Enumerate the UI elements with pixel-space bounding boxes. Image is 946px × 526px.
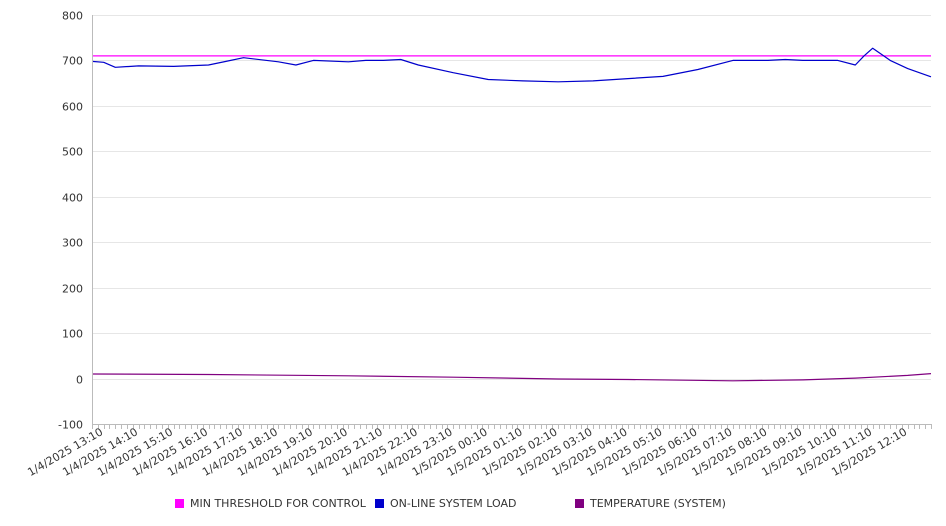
y-axis-ticks: 800 700 600 500 400 300 200 100 0 -100 <box>58 10 83 432</box>
series-line-2 <box>91 373 932 382</box>
y-tick-label: 300 <box>62 237 83 250</box>
legend: MIN THRESHOLD FOR CONTROL ON-LINE SYSTEM… <box>0 497 946 515</box>
legend-swatch-temperature <box>575 499 584 508</box>
y-tick-label: 200 <box>62 283 83 296</box>
legend-item-temperature: TEMPERATURE (SYSTEM) <box>575 497 726 510</box>
y-tick-label: 700 <box>62 55 83 68</box>
y-tick-label: -100 <box>58 419 83 432</box>
legend-swatch-system-load <box>375 499 384 508</box>
gridlines <box>92 15 931 425</box>
legend-item-min-threshold: MIN THRESHOLD FOR CONTROL <box>175 497 366 510</box>
x-axis-ticks: 1/4/2025 13:101/4/2025 14:101/4/2025 15:… <box>25 425 909 479</box>
legend-item-system-load: ON-LINE SYSTEM LOAD <box>375 497 516 510</box>
y-tick-label: 100 <box>62 328 83 341</box>
legend-label-temperature: TEMPERATURE (SYSTEM) <box>590 497 726 510</box>
series-line-1 <box>91 47 932 83</box>
axes <box>92 15 932 429</box>
y-tick-label: 600 <box>62 101 83 114</box>
y-tick-label: 400 <box>62 192 83 205</box>
y-tick-label: 500 <box>62 146 83 159</box>
legend-label-system-load: ON-LINE SYSTEM LOAD <box>390 497 517 510</box>
series-lines <box>91 47 932 382</box>
legend-swatch-min-threshold <box>175 499 184 508</box>
y-tick-label: 0 <box>76 374 83 387</box>
y-tick-label: 800 <box>62 10 83 23</box>
legend-label-min-threshold: MIN THRESHOLD FOR CONTROL <box>190 497 366 510</box>
